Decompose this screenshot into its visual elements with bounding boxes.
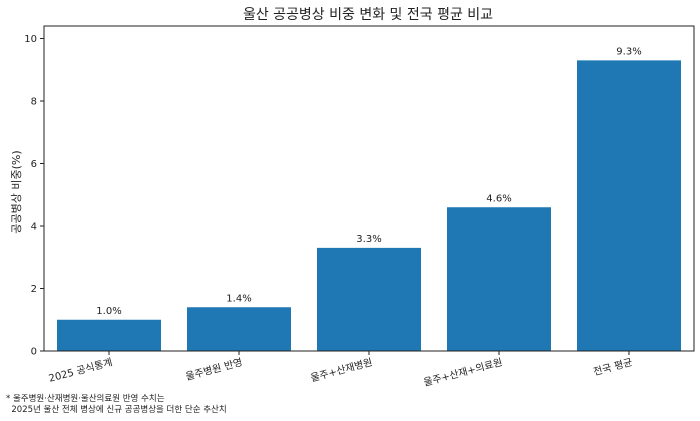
footnote-line-2: 2025년 울산 전체 병상에 신규 공공병상을 더한 단순 추산치 — [6, 405, 227, 415]
y-tick-label: 8 — [31, 97, 37, 108]
y-tick-label: 6 — [31, 159, 37, 170]
x-tick-label: 2025 공식통계 — [47, 356, 113, 385]
x-tick-label: 전국 평균 — [592, 356, 634, 378]
bar-value-label: 4.6% — [486, 193, 511, 204]
y-tick-label: 0 — [31, 347, 37, 358]
footnote-line-1: * 울주병원·산재병원·울산의료원 반영 수치는 — [6, 394, 165, 404]
bar-value-label: 1.0% — [96, 306, 121, 317]
y-tick-label: 2 — [31, 284, 37, 295]
bar — [317, 247, 421, 351]
y-tick-label: 4 — [31, 222, 37, 233]
footnote: * 울주병원·산재병원·울산의료원 반영 수치는 2025년 울산 전체 병상에… — [6, 394, 227, 416]
bar-value-label: 1.4% — [226, 293, 251, 304]
x-tick-label: 울주+산재병원 — [309, 356, 374, 384]
bar — [187, 307, 291, 351]
bar — [447, 207, 551, 351]
bar — [577, 60, 681, 351]
x-tick-label: 울주병원 반영 — [184, 356, 244, 383]
y-axis-label: 공공병상 비중(%) — [10, 150, 23, 233]
bar-value-label: 9.3% — [616, 46, 641, 57]
bar-value-label: 3.3% — [356, 234, 381, 245]
y-tick-label: 10 — [24, 34, 37, 45]
bar — [57, 319, 161, 351]
x-tick-label: 울주+산재+의료원 — [422, 356, 504, 389]
plot-area: 1.0% 1.4% 3.3% 4.6% 9.3% 0 2 4 6 8 10 2025 공식통계 울주병원… — [24, 25, 695, 389]
chart-title: 울산 공공병상 비중 변화 및 전국 평균 비교 — [243, 7, 493, 23]
